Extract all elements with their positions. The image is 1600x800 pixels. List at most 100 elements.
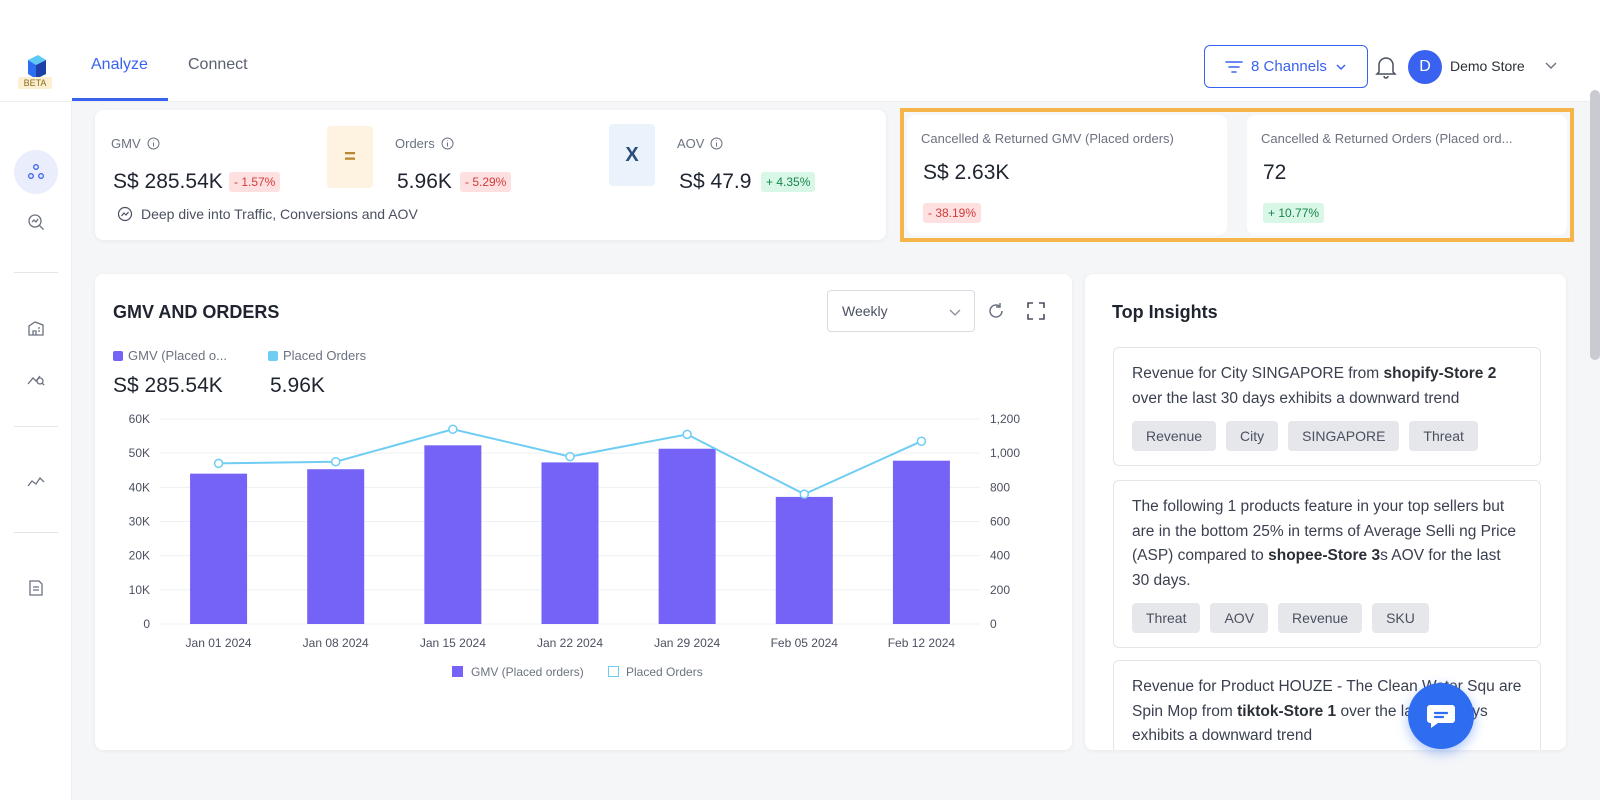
gmv-bar (775, 496, 833, 624)
y-left-tick-label: 0 (143, 617, 150, 631)
x-tick-label: Feb 05 2024 (771, 636, 839, 650)
insight-tag[interactable]: Threat (1132, 603, 1201, 633)
legend-orders: Placed Orders (268, 348, 366, 363)
aov-change-badge: + 4.35% (761, 172, 816, 192)
insight-tags: Threat AOV Revenue SKU (1132, 603, 1522, 633)
cancelled-orders-change-badge: + 10.77% (1263, 203, 1325, 223)
y-right-tick-label: 1,200 (990, 412, 1020, 426)
legend-orders-swatch (608, 666, 619, 677)
chat-bubble-icon (1427, 705, 1455, 728)
orders-point (916, 436, 927, 446)
aov-value: S$ 47.9 (679, 170, 752, 193)
gmv-bar (307, 469, 365, 624)
orders-point (799, 489, 810, 499)
page-scrollbar[interactable] (1590, 90, 1600, 360)
info-icon[interactable] (147, 137, 160, 150)
info-icon[interactable] (441, 137, 454, 150)
y-left-tick-label: 20K (129, 549, 150, 563)
channels-filter-button[interactable]: 8 Channels (1204, 45, 1368, 88)
insight-card[interactable]: Revenue for City SINGAPORE from shopify-… (1113, 347, 1541, 466)
y-right-tick-label: 0 (990, 617, 997, 631)
legend-gmv: GMV (Placed o... (113, 348, 227, 363)
insight-text: Revenue for City SINGAPORE from shopify-… (1132, 365, 1497, 407)
sidebar-item-overview[interactable] (14, 150, 58, 194)
top-insights-panel: Top Insights Revenue for City SINGAPORE … (1085, 274, 1566, 750)
x-tick-label: Feb 12 2024 (888, 636, 956, 650)
insight-tag[interactable]: City (1226, 421, 1279, 451)
sidebar-item-analytics[interactable] (22, 468, 50, 496)
filter-icon (1225, 60, 1243, 73)
insight-tag[interactable]: SINGAPORE (1288, 421, 1400, 451)
aov-label: AOV (677, 136, 723, 151)
fullscreen-icon[interactable] (1025, 300, 1047, 322)
line-chart-icon (27, 476, 45, 487)
sidebar-item-stores[interactable] (22, 314, 50, 342)
gmv-value: S$ 285.54K (113, 170, 223, 193)
deep-dive-text: Deep dive into Traffic, Conversions and … (141, 206, 418, 222)
insight-tag[interactable]: AOV (1210, 603, 1269, 633)
sidebar-divider (14, 426, 58, 427)
sidebar-item-reports[interactable] (22, 574, 50, 602)
cancelled-returned-highlight: Cancelled & Returned GMV (Placed orders)… (900, 108, 1574, 242)
insight-tag[interactable]: Threat (1409, 421, 1478, 451)
insight-tag[interactable]: Revenue (1278, 603, 1363, 633)
gmv-bar (424, 445, 482, 624)
y-right-tick-label: 200 (990, 583, 1010, 597)
active-tab-indicator (72, 98, 168, 101)
y-left-tick-label: 10K (129, 583, 150, 597)
document-icon (29, 580, 43, 596)
orders-change-badge: - 5.29% (460, 172, 512, 192)
deep-dive-link[interactable]: Deep dive into Traffic, Conversions and … (117, 206, 418, 222)
insight-tag[interactable]: SKU (1372, 603, 1429, 633)
gmv-orders-chart: 0 0 10K 200 20K 400 30K 600 40K 800 50K 1,000 60K 1,2… (129, 412, 1021, 679)
trend-search-icon (27, 375, 45, 386)
app-logo-icon[interactable] (18, 44, 54, 90)
beta-badge: BETA (18, 77, 52, 89)
x-tick-label: Jan 29 2024 (654, 636, 720, 650)
sidebar-item-trends[interactable] (22, 364, 50, 392)
sidebar-divider (14, 272, 58, 273)
sidebar-item-explore[interactable] (22, 208, 50, 236)
insight-card[interactable]: The following 1 products feature in your… (1113, 480, 1541, 648)
x-tick-label: Jan 22 2024 (537, 636, 603, 650)
insight-store-name: shopify-Store 2 (1383, 365, 1497, 382)
insights-title: Top Insights (1112, 302, 1218, 322)
y-left-tick-label: 30K (129, 515, 150, 529)
orders-value: 5.96K (397, 170, 452, 193)
aov-label-text: AOV (677, 136, 705, 151)
insight-tag[interactable]: Revenue (1132, 421, 1217, 451)
cancelled-gmv-label: Cancelled & Returned GMV (Placed orders) (921, 131, 1174, 146)
refresh-icon[interactable] (985, 300, 1007, 322)
tab-analyze[interactable]: Analyze (91, 56, 148, 73)
legend-gmv-label: GMV (Placed o... (128, 348, 227, 363)
tab-connect[interactable]: Connect (188, 56, 248, 73)
store-name[interactable]: Demo Store (1450, 58, 1525, 74)
y-right-tick-label: 600 (990, 515, 1010, 529)
chevron-down-icon (949, 309, 961, 316)
chevron-down-icon (1336, 63, 1346, 70)
x-tick-label: Jan 08 2024 (303, 636, 369, 650)
notification-bell-icon[interactable] (1374, 54, 1398, 80)
info-icon[interactable] (710, 137, 723, 150)
insight-card[interactable]: Revenue for Product HOUZE - The Clean Wa… (1113, 660, 1541, 750)
cancelled-orders-value: 72 (1263, 161, 1287, 184)
multiply-operator: X (609, 124, 655, 186)
cancelled-gmv-card: Cancelled & Returned GMV (Placed orders)… (907, 115, 1227, 235)
trend-circle-icon (117, 206, 133, 222)
y-left-tick-label: 40K (129, 480, 150, 494)
gmv-bar (658, 448, 716, 624)
insight-tags: Revenue City SINGAPORE Threat (1132, 421, 1522, 451)
chat-support-button[interactable] (1408, 683, 1474, 749)
legend-orders-text: Placed Orders (626, 665, 703, 679)
chart-panel-title: GMV AND ORDERS (113, 302, 280, 322)
user-avatar[interactable]: D (1408, 50, 1442, 84)
gmv-bar (892, 460, 950, 624)
period-select[interactable]: Weekly (827, 290, 975, 332)
gmv-change-badge: - 1.57% (229, 172, 281, 192)
insight-text: The following 1 products feature in your… (1132, 498, 1516, 589)
cancelled-orders-card: Cancelled & Returned Orders (Placed ord.… (1247, 115, 1567, 235)
chevron-down-icon[interactable] (1544, 58, 1558, 72)
top-navigation: BETA Analyze Connect 8 Channels D Demo S… (0, 0, 1600, 102)
orders-label-text: Orders (395, 136, 435, 151)
cancelled-gmv-change-badge: - 38.19% (923, 203, 982, 223)
